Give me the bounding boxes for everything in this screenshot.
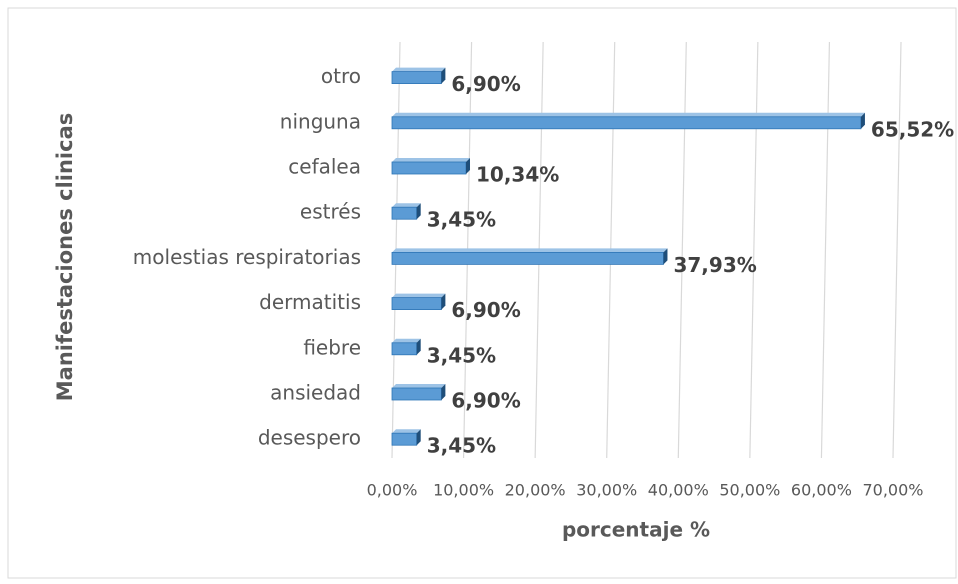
x-tick-label: 10,00% (433, 481, 494, 500)
bar-top (392, 338, 421, 343)
bar-side (466, 158, 471, 174)
bar (391, 251, 664, 265)
bar-top (392, 384, 446, 388)
bar-side (441, 384, 446, 400)
x-tick-label: 0,00% (367, 481, 418, 500)
bar-top (392, 67, 446, 72)
value-label: 37,93% (673, 253, 756, 277)
bar (391, 342, 418, 356)
value-label: 65,52% (871, 117, 954, 141)
x-tick-label: 40,00% (648, 481, 709, 500)
bar-side (416, 429, 421, 446)
category-label: cefalea (288, 155, 361, 179)
bar (391, 387, 442, 401)
y-axis-title: Manifestaciones clinicas (53, 113, 77, 402)
grid-line (892, 41, 902, 459)
x-tick-label: 30,00% (576, 481, 637, 500)
value-label: 6,90% (451, 389, 520, 413)
value-label: 3,45% (427, 434, 496, 458)
grid-line (820, 41, 831, 459)
bar-side (860, 112, 865, 129)
category-label: ansiedad (270, 381, 361, 405)
bar-side (663, 248, 668, 265)
value-label: 3,45% (427, 208, 496, 232)
x-tick-label: 20,00% (505, 481, 566, 500)
bar-side (441, 67, 446, 84)
bar-side (416, 338, 421, 355)
bar (391, 116, 862, 130)
value-label: 6,90% (451, 298, 520, 322)
x-tick-label: 50,00% (719, 481, 780, 500)
category-label: estrés (300, 200, 361, 224)
bar-top (392, 203, 421, 208)
bar-top (392, 293, 446, 298)
bar-side (441, 293, 446, 310)
value-label: 10,34% (476, 163, 559, 187)
value-label: 6,90% (451, 72, 520, 96)
bar (391, 206, 418, 220)
x-tick-label: 70,00% (862, 481, 923, 500)
category-label: fiebre (303, 335, 361, 359)
value-label: 3,45% (427, 343, 496, 367)
category-label: dermatitis (259, 290, 361, 314)
bar (391, 71, 442, 84)
x-tick-label: 60,00% (791, 481, 852, 500)
bar-top (392, 112, 865, 117)
category-label: ninguna (280, 109, 361, 133)
bar-top (392, 248, 668, 253)
bar-top (392, 429, 421, 434)
bar-side (416, 203, 421, 220)
grid-line (749, 41, 759, 459)
chart-border (7, 7, 957, 579)
category-label: desespero (258, 426, 361, 450)
x-axis-title: porcentaje % (562, 518, 710, 542)
category-label: otro (321, 64, 361, 88)
grid-line (677, 41, 687, 459)
bar (391, 297, 442, 311)
bar (391, 161, 467, 175)
bar (391, 432, 418, 446)
category-label: molestias respiratorias (133, 245, 361, 269)
bar-top (392, 158, 471, 162)
